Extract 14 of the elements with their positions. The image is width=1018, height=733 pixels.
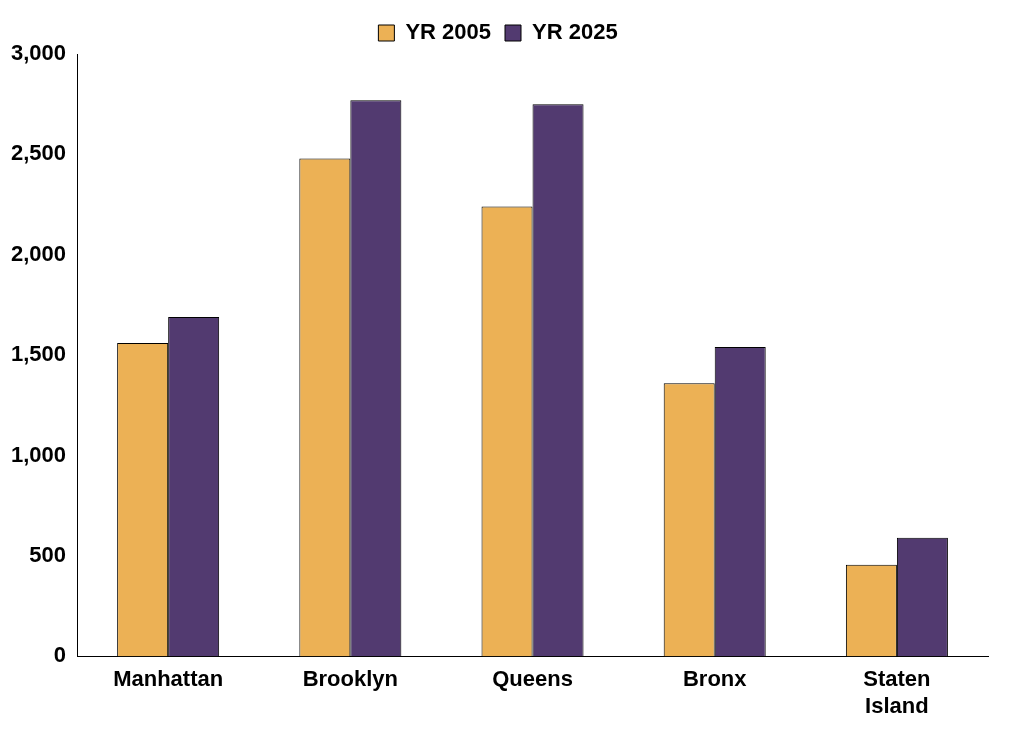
x-tick-label: Brooklyn [302, 666, 399, 692]
legend-label: YR 2005 [405, 19, 492, 45]
x-tick-label: Queens [492, 666, 573, 692]
x-tick-label: Bronx [682, 666, 748, 692]
y-tick-label: 3,000 [10, 40, 67, 66]
y-tick-label: 500 [29, 541, 67, 567]
y-tick-label: 1,000 [10, 441, 67, 467]
legend-label: YR 2025 [532, 19, 618, 45]
x-tick-label: Manhattan [113, 666, 224, 692]
x-tick-label: Staten Island [863, 666, 931, 718]
y-tick-label: 2,500 [10, 140, 67, 166]
y-tick-label: 2,000 [10, 240, 67, 266]
y-tick-label: 0 [53, 642, 67, 668]
y-tick-label: 1,500 [10, 341, 67, 367]
